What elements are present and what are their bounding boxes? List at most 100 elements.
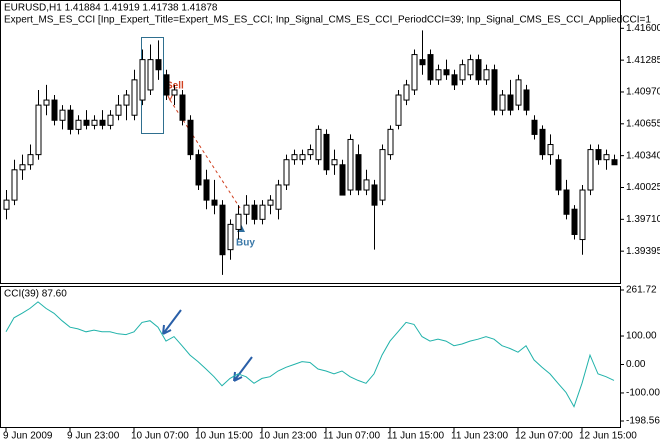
buy-label: Buy xyxy=(236,238,255,249)
candle-body xyxy=(499,94,506,111)
cci-title: CCI(39) 87.60 xyxy=(4,289,67,300)
price-pane xyxy=(0,0,621,284)
candle-body xyxy=(419,59,426,66)
cci-pane xyxy=(0,286,621,428)
candle-body xyxy=(163,74,170,96)
candle-body xyxy=(331,159,338,166)
candle-body xyxy=(11,169,18,201)
candle-body xyxy=(75,119,82,130)
y-tick-label: 1.40970 xyxy=(626,87,660,98)
candle-body xyxy=(387,128,394,156)
candle-body xyxy=(67,109,74,130)
x-tick-label: 9 Jun 2009 xyxy=(3,431,53,442)
candle-body xyxy=(595,149,602,161)
candle-body xyxy=(371,184,378,206)
candle-body xyxy=(395,94,402,126)
candle-body xyxy=(323,133,330,171)
candle-body xyxy=(203,179,210,201)
candle-body xyxy=(491,69,498,111)
candle-body xyxy=(547,144,554,156)
candle-body xyxy=(147,59,154,91)
candle-body xyxy=(35,104,42,156)
candle-body xyxy=(379,149,386,201)
candle-body xyxy=(435,69,442,81)
x-tick-label: 11 Jun 07:00 xyxy=(323,431,381,442)
candle-body xyxy=(131,79,138,116)
candle-body xyxy=(555,159,562,191)
candle-body xyxy=(283,159,290,186)
candle-body xyxy=(483,69,490,81)
candle-body xyxy=(451,74,458,86)
candle-body xyxy=(107,114,114,126)
candle-body xyxy=(51,99,58,121)
x-tick-label: 10 Jun 15:00 xyxy=(195,431,253,442)
candle-body xyxy=(91,119,98,126)
x-tick-label: 11 Jun 15:00 xyxy=(387,431,445,442)
candle-body xyxy=(219,204,226,256)
candle-body xyxy=(179,94,186,121)
x-tick-label: 11 Jun 23:00 xyxy=(451,431,509,442)
y-tick-label: -198.56 xyxy=(626,416,660,427)
candle-body xyxy=(523,89,530,111)
candle-body xyxy=(139,59,146,101)
candle-body xyxy=(459,64,466,81)
candle-body xyxy=(243,204,250,215)
candle-body xyxy=(171,89,178,96)
candle-body xyxy=(571,208,578,235)
candle-body xyxy=(475,59,482,81)
candle-body xyxy=(195,154,202,186)
candle-body xyxy=(539,128,546,156)
candle-body xyxy=(611,159,618,166)
candle-body xyxy=(123,94,130,106)
candle-body xyxy=(563,189,570,215)
candle-body xyxy=(275,184,282,210)
candle-body xyxy=(403,84,410,101)
candle-body xyxy=(291,154,298,161)
candle-body xyxy=(259,204,266,220)
candle-body xyxy=(115,104,122,116)
candle-body xyxy=(99,119,106,126)
y-tick-label: 1.39710 xyxy=(626,214,660,225)
x-tick-label: 9 Jun 23:00 xyxy=(67,431,120,442)
cci-arrow xyxy=(162,309,182,335)
chart-title: EURUSD,H1 1.41884 1.41919 1.41738 1.4187… xyxy=(4,3,218,14)
candle-body xyxy=(467,59,474,76)
y-tick-label: 261.72 xyxy=(626,285,657,296)
y-tick-label: 1.40655 xyxy=(626,118,660,129)
candle-body xyxy=(227,223,234,251)
candle-body xyxy=(83,119,90,126)
candle-body xyxy=(27,154,34,166)
y-tick-label: -100.00 xyxy=(626,388,660,399)
chart-subtitle: Expert_MS_ES_CCI [Inp_Expert_Title=Exper… xyxy=(4,15,651,26)
candle-body xyxy=(3,199,10,210)
candle-body xyxy=(43,99,50,106)
y-tick-label: 1.41600 xyxy=(626,23,660,34)
candle-body xyxy=(251,204,258,220)
candle-body xyxy=(579,189,586,241)
x-tick-label: 12 Jun 15:00 xyxy=(579,431,637,442)
x-tick-label: 10 Jun 07:00 xyxy=(131,431,189,442)
x-tick-label: 10 Jun 23:00 xyxy=(259,431,317,442)
x-tick-label: 12 Jun 07:00 xyxy=(515,431,573,442)
cci-line xyxy=(5,301,615,408)
candle-body xyxy=(339,164,346,196)
candle-body xyxy=(235,213,242,230)
candle-body xyxy=(299,154,306,161)
candle-body xyxy=(19,164,26,171)
candle-body xyxy=(187,119,194,156)
candle-body xyxy=(347,138,354,191)
candle-body xyxy=(411,54,418,91)
candle-body xyxy=(155,59,162,71)
sell-label: Sell xyxy=(166,81,184,92)
candle-body xyxy=(515,79,522,106)
candle-body xyxy=(427,54,434,81)
candle-body xyxy=(443,69,450,76)
candle-body xyxy=(267,199,274,206)
candle-body xyxy=(531,119,538,135)
candle-body xyxy=(603,154,610,161)
candle-body xyxy=(307,149,314,156)
candle-body xyxy=(211,199,218,206)
candle-body xyxy=(507,94,514,111)
